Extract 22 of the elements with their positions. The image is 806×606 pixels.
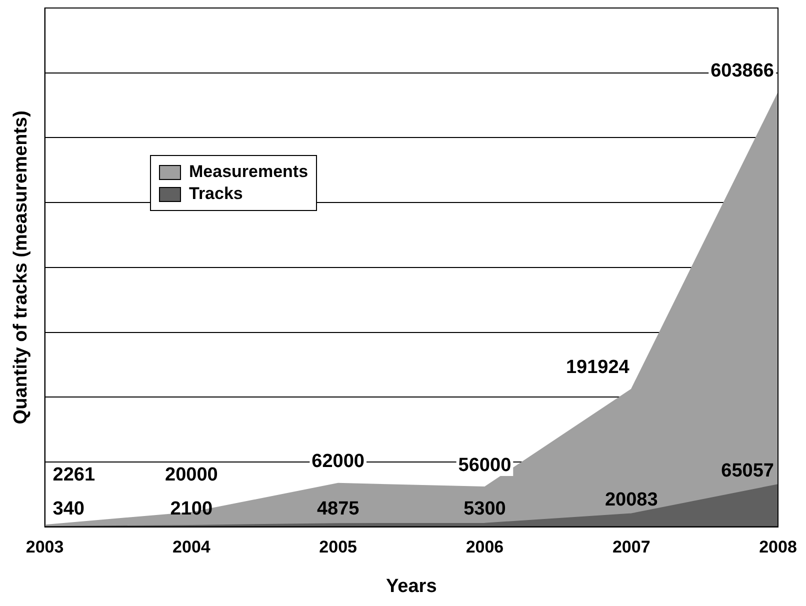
data-label: 20000 xyxy=(165,464,218,486)
data-label: 191924 xyxy=(566,357,630,378)
x-axis-title: Years xyxy=(386,576,437,597)
legend-label: Tracks xyxy=(189,184,243,204)
y-axis-title: Quantity of tracks (measurements) xyxy=(10,110,32,424)
data-label: 62000 xyxy=(312,451,364,472)
data-label: 603866 xyxy=(710,60,774,82)
x-tick-label: 2007 xyxy=(612,538,650,557)
x-tick-label: 2008 xyxy=(759,538,797,557)
x-tick-label: 2004 xyxy=(172,538,211,557)
x-tick-label: 2003 xyxy=(26,538,64,557)
data-label: 2261 xyxy=(52,464,96,486)
data-label: 5300 xyxy=(464,498,506,520)
data-label: 65057 xyxy=(721,460,774,482)
data-label: 340 xyxy=(52,498,85,520)
data-label: 56000 xyxy=(458,454,512,476)
x-tick-label: 2006 xyxy=(466,538,504,557)
data-label: 2100 xyxy=(170,498,213,520)
data-label: 20083 xyxy=(604,490,658,511)
data-label: 4875 xyxy=(316,498,360,520)
x-tick-label: 2005 xyxy=(319,538,357,557)
legend-label: Measurements xyxy=(189,162,308,182)
